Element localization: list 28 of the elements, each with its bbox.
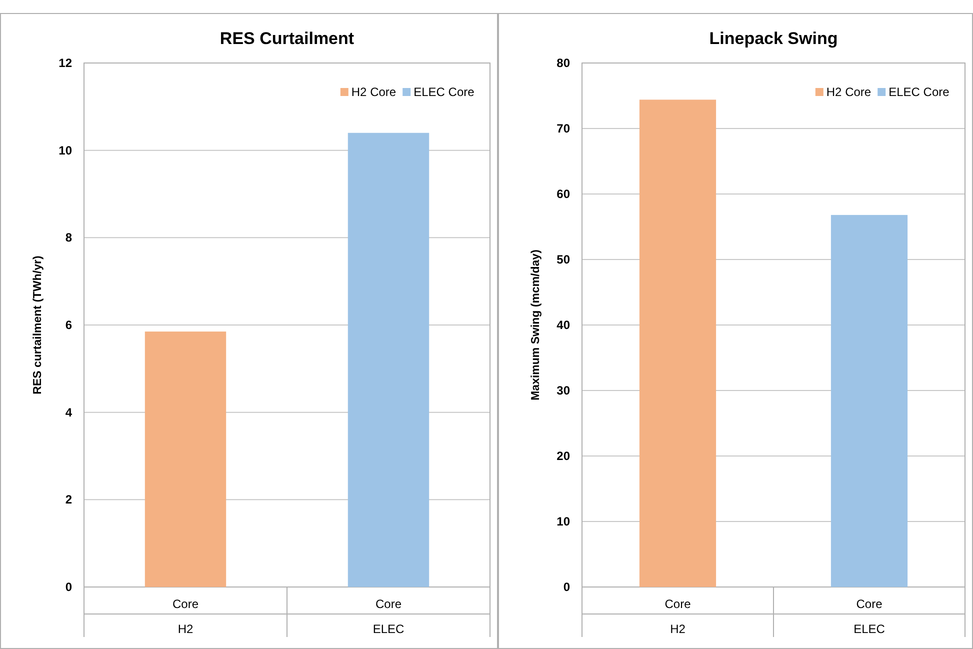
y-tick-label: 60 [556,187,570,201]
legend-label: H2 Core [351,85,396,99]
y-tick-label: 80 [556,56,570,70]
legend-label: ELEC Core [888,85,950,99]
x-tick-label: Core ELEC [372,597,404,636]
y-tick-label: 10 [556,514,570,528]
y-tick-label: 50 [556,252,570,266]
y-tick-label: 4 [65,405,72,420]
legend-label: H2 Core [826,85,872,99]
x-tick-label: Core H2 [172,597,199,636]
y-tick-label: 10 [58,143,72,158]
chart-title: RES Curtailment [220,29,354,48]
y-tick-label: 0 [563,580,570,594]
y-tick-label: 8 [65,230,72,245]
y-tick-label: 70 [556,122,570,136]
x-tick-label: Core H2 [664,597,692,636]
chart-title: Linepack Swing [709,29,838,48]
y-axis-title: Maximum Swing (mcm/day) [530,249,542,400]
y-tick-label: 30 [556,384,570,398]
y-tick-label: 2 [65,492,72,507]
y-axis-title: RES curtailment (TWh/yr) [32,256,44,394]
y-tick-label: 0 [65,580,72,594]
y-tick-label: 12 [58,56,72,70]
y-tick-label: 40 [556,318,570,332]
x-tick-label: Core ELEC [854,597,886,636]
legend-label: ELEC Core [414,85,475,99]
y-tick-label: 6 [65,318,72,332]
y-tick-label: 20 [556,449,570,463]
